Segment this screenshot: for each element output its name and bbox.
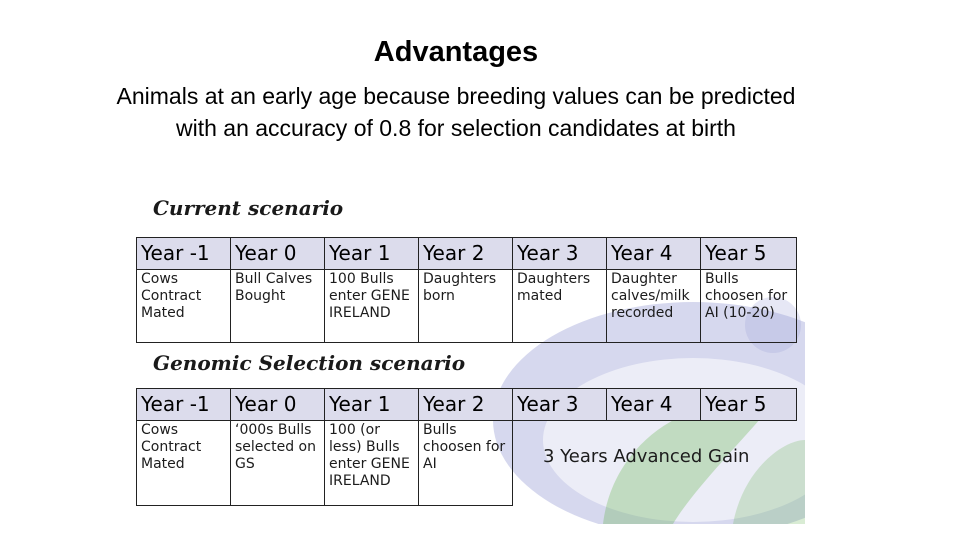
current-cell-year-3: Daughters mated [512,269,607,343]
current-header-year-0: Year 0 [230,237,325,270]
genomic-cell-year-1: 100 (or less) Bulls enter GENE IRELAND [324,420,419,506]
genomic-header-year-5: Year 5 [700,388,797,421]
genomic-header-year-0: Year 0 [230,388,325,421]
current-cell-year-4: Daughter calves/milk recorded [606,269,701,343]
current-cell-year-5: Bulls choosen for AI (10-20) [700,269,797,343]
current-header-year-minus-1: Year -1 [136,237,231,270]
current-cell-year-minus-1: Cows Contract Mated [136,269,231,343]
current-scenario-label: Current scenario [153,196,344,220]
current-header-year-5: Year 5 [700,237,797,270]
current-header-year-4: Year 4 [606,237,701,270]
genomic-cell-year-minus-1: Cows Contract Mated [136,420,231,506]
genomic-header-year-minus-1: Year -1 [136,388,231,421]
genomic-header-year-2: Year 2 [418,388,513,421]
current-header-year-2: Year 2 [418,237,513,270]
current-header-year-3: Year 3 [512,237,607,270]
current-header-year-1: Year 1 [324,237,419,270]
slide-title: Advantages [373,36,539,68]
current-cell-year-0: Bull Calves Bought [230,269,325,343]
genomic-header-year-4: Year 4 [606,388,701,421]
advanced-gain-cell: 3 Years Advanced Gain [512,420,797,506]
genomic-header-year-1: Year 1 [324,388,419,421]
slide-subtitle: Animals at an early age because breeding… [116,83,796,141]
genomic-scenario-label: Genomic Selection scenario [153,351,466,375]
genomic-scenario-table: Year -1 Year 0 Year 1 Year 2 Year 3 Year… [136,388,797,506]
current-cell-year-1: 100 Bulls enter GENE IRELAND [324,269,419,343]
scenario-image: Current scenario Year -1 Year 0 Year 1 Y… [133,190,805,524]
current-cell-year-2: Daughters born [418,269,513,343]
genomic-header-year-3: Year 3 [512,388,607,421]
genomic-cell-year-2: Bulls choosen for AI [418,420,513,506]
advanced-gain-text: 3 Years Advanced Gain [543,446,750,467]
genomic-cell-year-0: ‘000s Bulls selected on GS [230,420,325,506]
current-scenario-table: Year -1 Year 0 Year 1 Year 2 Year 3 Year… [136,237,797,343]
